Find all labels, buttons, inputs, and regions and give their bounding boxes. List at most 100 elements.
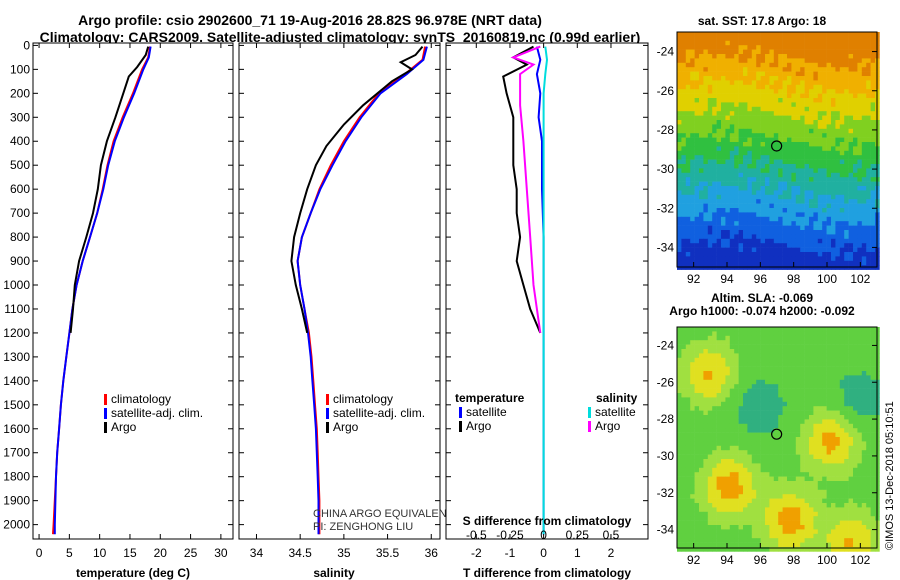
sst-map-cell: [707, 164, 713, 169]
sla-map-cell: [751, 481, 757, 486]
sst-map-cell: [712, 32, 717, 37]
sst-map-cell: [853, 230, 858, 235]
sst-map-cell: [782, 67, 788, 72]
sla-map-cell: [707, 494, 713, 499]
sla-map-cell: [826, 432, 832, 438]
sst-map-cell: [826, 71, 832, 77]
sst-map-cell: [756, 142, 761, 147]
sst-map-cell: [817, 102, 823, 108]
sst-map-cell: [844, 256, 849, 262]
sst-map-cell: [853, 221, 858, 226]
sst-map-cell: [778, 168, 783, 174]
sla-map-cell: [743, 340, 748, 345]
sst-map-cell: [765, 252, 770, 257]
sst-map-cell: [734, 106, 739, 112]
sst-map-cell: [835, 133, 841, 138]
sst-map-cell: [795, 133, 801, 138]
sst-map-cell: [725, 120, 731, 125]
sst-map-cell: [857, 243, 863, 248]
sst-map-cell: [677, 142, 682, 147]
sla-map-cell: [848, 384, 854, 389]
sst-map-cell: [756, 203, 761, 209]
sla-map-cell: [734, 423, 739, 429]
sla-map-cell: [848, 489, 854, 495]
sst-map-cell: [738, 186, 744, 191]
sla-map-cell: [734, 362, 739, 367]
sst-map-cell: [743, 115, 748, 121]
sla-map-cell: [769, 344, 775, 350]
sst-map-cell: [809, 115, 814, 121]
sla-map-cell: [725, 511, 731, 517]
sla-map-cell: [690, 362, 695, 367]
sst-map-cell: [765, 49, 770, 55]
sst-map-cell: [831, 80, 836, 86]
sal-legend-label: Argo: [333, 420, 359, 434]
sst-map-cell: [751, 203, 757, 209]
sst-map-cell: [712, 199, 717, 204]
sla-map-cell: [703, 459, 709, 464]
sla-map-cell: [734, 419, 739, 425]
sst-map-cell: [861, 230, 867, 235]
sla-map-cell: [861, 340, 867, 345]
sla-map-cell: [866, 489, 871, 495]
sla-map-cell: [707, 498, 713, 504]
sst-map-cell: [738, 221, 744, 226]
sla-map-cell: [760, 397, 766, 403]
sla-map-cell: [787, 529, 792, 535]
sla-map-cell: [721, 503, 726, 508]
sst-map-cell: [870, 106, 876, 112]
sla-map-cell: [787, 331, 792, 337]
sst-map-cell: [822, 216, 827, 222]
sla-map-cell: [857, 485, 863, 491]
sst-map-cell: [853, 186, 858, 191]
sst-map-cell: [721, 67, 726, 72]
sst-map-cell: [804, 106, 810, 112]
sst-map-cell: [839, 221, 845, 226]
sla-map-cell: [694, 489, 700, 495]
sst-map-cell: [751, 186, 757, 191]
sla-map-cell: [813, 340, 819, 345]
sla-map-cell: [782, 437, 788, 442]
sla-map-cell: [694, 415, 700, 420]
sst-map-cell: [725, 265, 731, 270]
sla-map-cell: [734, 393, 739, 398]
sst-map-cell: [870, 98, 876, 103]
sla-map-cell: [677, 357, 682, 363]
sst-map-cell: [839, 155, 845, 160]
sst-map-cell: [729, 115, 735, 121]
sst-map-cell: [870, 89, 876, 94]
sla-map-cell: [677, 393, 682, 398]
sla-map-cell: [699, 450, 704, 455]
sla-map-cell: [861, 397, 867, 403]
temp-xtick-label: 20: [154, 546, 168, 560]
sla-map-cell: [800, 450, 805, 455]
sla-map-cell: [822, 467, 827, 473]
sla-map-cell: [751, 419, 757, 425]
sst-map-cell: [685, 32, 691, 37]
sla-map-cell: [787, 520, 792, 526]
sst-map-cell: [861, 216, 867, 222]
sst-map-cell: [844, 150, 849, 156]
sst-map-cell: [800, 212, 805, 218]
sst-map-cell: [844, 71, 849, 77]
sla-map-cell: [707, 525, 713, 530]
sla-map-cell: [707, 432, 713, 438]
sst-map-cell: [795, 124, 801, 130]
sla-map-cell: [734, 494, 739, 499]
sla-map-cell: [707, 327, 713, 332]
sst-map-cell: [870, 216, 876, 222]
sst-map-cell: [738, 111, 744, 116]
sst-map-cell: [782, 71, 788, 77]
sst-map-cell: [787, 102, 792, 108]
sst-map-cell: [703, 54, 709, 59]
sst-map-cell: [725, 243, 731, 248]
sst-map-cell: [835, 54, 841, 59]
sst-map-cell: [681, 159, 687, 165]
sla-map-cell: [721, 419, 726, 425]
sla-map-cell: [690, 393, 695, 398]
sst-map-cell: [813, 62, 819, 68]
sst-map-cell: [738, 243, 744, 248]
sst-map-cell: [756, 80, 761, 86]
sla-map-cell: [857, 371, 863, 376]
sla-map-cell: [773, 503, 779, 508]
